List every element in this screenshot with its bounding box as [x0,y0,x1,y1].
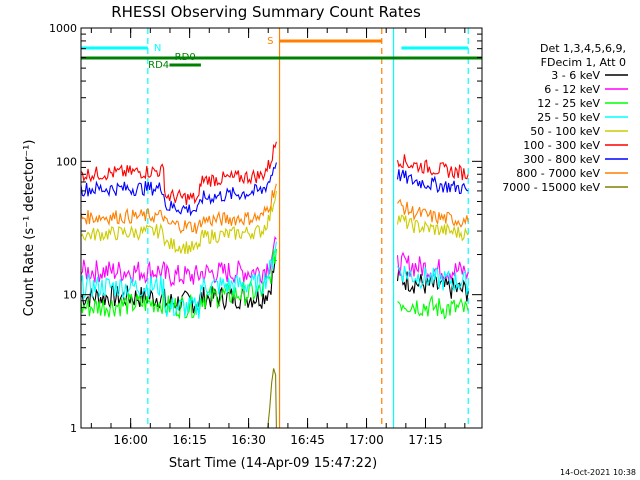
legend-label-0: 3 - 6 keV [551,69,600,82]
legend-label-2: 12 - 25 keV [537,97,600,110]
legend-header-0: Det 1,3,4,5,6,9, [540,42,626,55]
x-tick-label-3: 16:45 [290,433,325,447]
series-line-6-seg-0 [80,162,277,217]
x-tick-label-4: 17:00 [349,433,384,447]
legend-label-1: 6 - 12 keV [544,83,600,96]
legend-header-1: FDecim 1, Att 0 [541,56,626,69]
annotation-label-0: N [154,43,161,54]
y-tick-label-3: 1000 [49,22,77,35]
chart-title: RHESSI Observing Summary Count Rates [111,3,421,21]
series-line-3-seg-1 [397,265,469,296]
plot-frame [80,27,483,429]
legend-label-6: 300 - 800 keV [523,153,600,166]
series-line-4-seg-1 [396,214,469,242]
series-line-5-seg-1 [396,154,469,181]
series-line-1-seg-0 [80,236,277,288]
series-line-3-seg-0 [80,241,277,319]
y-tick-label-2: 100 [56,155,77,168]
series-line-7-seg-1 [397,198,469,228]
legend-label-8: 7000 - 15000 keV [502,181,600,194]
x-axis-label: Start Time (14-Apr-09 15:47:22) [169,456,377,471]
annotation-label-2: S [267,36,273,47]
annotation-label-4: RD4 [148,60,169,71]
legend-label-3: 25 - 50 keV [537,111,600,124]
y-axis-label: Count Rate (s⁻¹ detector⁻¹) [22,140,37,317]
y-tick-label-1: 10 [63,289,77,302]
legend-label-5: 100 - 300 keV [523,139,600,152]
legend-label-7: 800 - 7000 keV [516,167,600,180]
series-line-6-seg-1 [396,169,469,195]
series-line-7-seg-0 [80,183,277,234]
series-line-0-seg-1 [396,267,469,302]
y-tick-label-0: 1 [70,422,77,435]
series-line-8-seg-0 [267,368,277,429]
vertical-markers [147,28,469,428]
legend: Det 1,3,4,5,6,9,FDecim 1, Att 03 - 6 keV… [502,42,628,194]
legend-label-4: 50 - 100 keV [530,125,600,138]
x-tick-label-0: 16:00 [113,433,148,447]
series-line-4-seg-0 [80,190,277,255]
series-layer [80,141,469,429]
axes: 1 10 100 1000 16:00 16:15 16:30 16:45 17:00 17:15 [49,22,482,447]
series-line-2-seg-1 [397,294,469,320]
series-line-5-seg-0 [80,141,277,206]
annotation-bars: NSRD0RD4 [81,36,482,71]
x-tick-label-5: 17:15 [408,433,443,447]
x-tick-label-2: 16:30 [231,433,266,447]
x-tick-label-1: 16:15 [172,433,207,447]
timestamp: 14-Oct-2021 10:38 [560,468,636,477]
